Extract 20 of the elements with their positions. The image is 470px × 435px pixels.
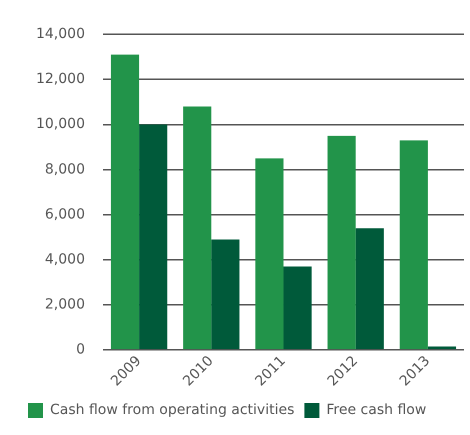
bar <box>211 239 240 350</box>
y-tick-label: 12,000 <box>36 71 85 88</box>
y-tick-label: 4,000 <box>44 251 85 268</box>
y-tick-label: 14,000 <box>36 26 85 42</box>
bar <box>428 346 456 350</box>
y-tick-label: 2,000 <box>44 296 85 312</box>
y-tick-label: 0 <box>76 342 85 358</box>
bar <box>110 54 140 350</box>
legend-label: Free cash flow <box>326 402 426 418</box>
bar <box>328 136 356 350</box>
bar <box>255 158 284 350</box>
y-tick-label: 8,000 <box>44 161 85 178</box>
y-tick-label: 6,000 <box>44 206 85 222</box>
bar <box>183 106 212 350</box>
bar <box>400 140 428 350</box>
bar <box>139 124 168 350</box>
legend-label: Cash flow from operating activities <box>50 402 294 418</box>
bar <box>356 228 384 350</box>
y-tick-label: 10,000 <box>36 116 85 132</box>
bar <box>283 266 312 350</box>
